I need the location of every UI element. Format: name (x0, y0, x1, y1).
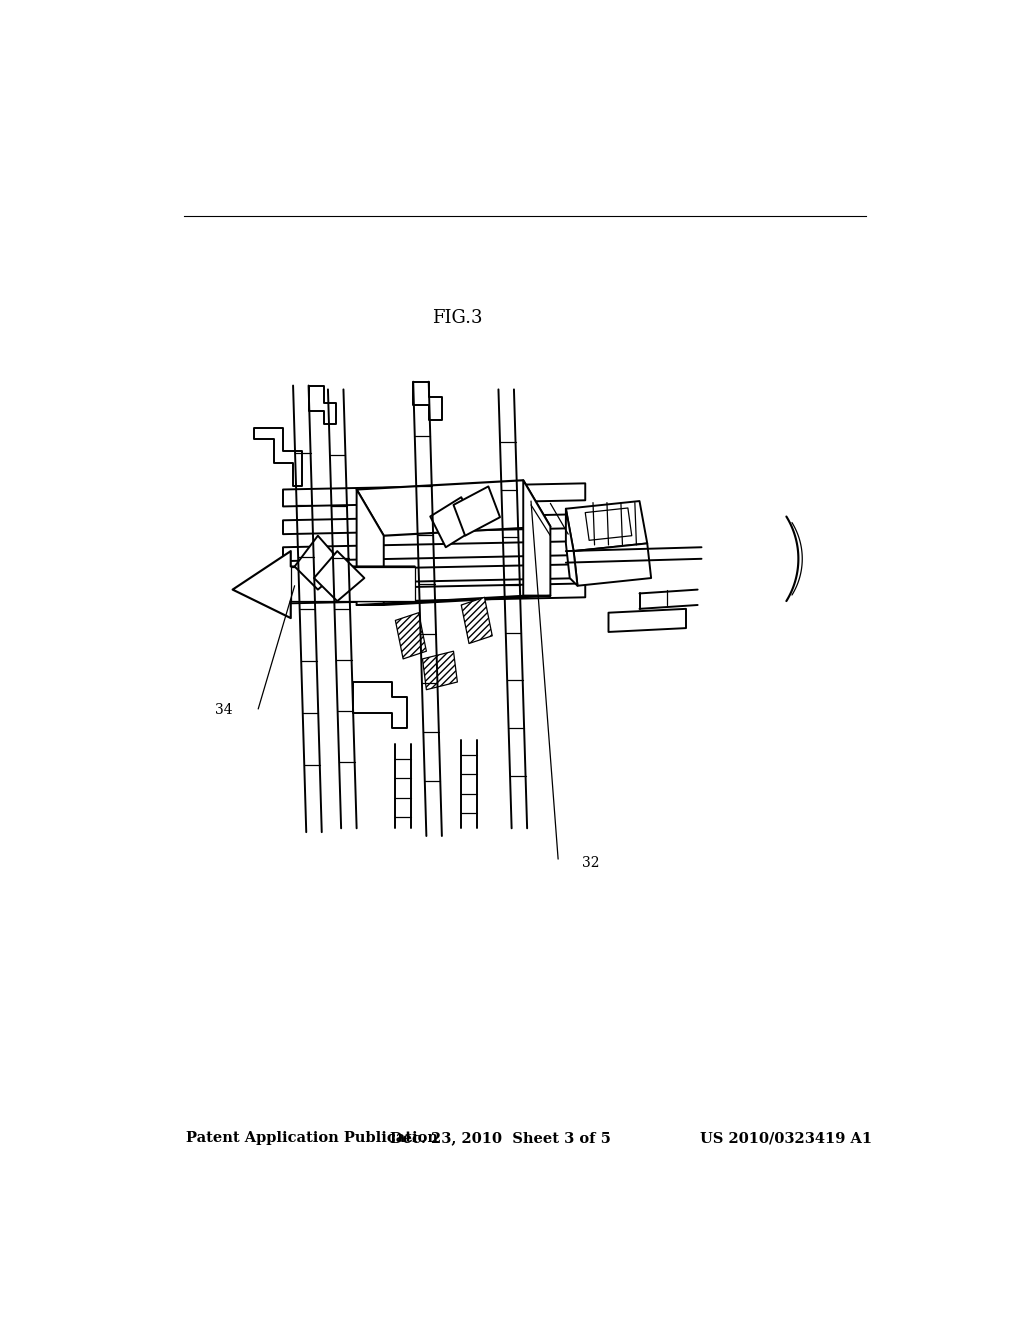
Polygon shape (232, 552, 415, 618)
Polygon shape (283, 564, 586, 585)
Polygon shape (573, 544, 651, 586)
Polygon shape (283, 483, 586, 507)
Text: Patent Application Publication: Patent Application Publication (186, 1131, 438, 1144)
Polygon shape (291, 566, 415, 601)
Polygon shape (356, 595, 550, 605)
Polygon shape (423, 651, 458, 689)
Polygon shape (295, 536, 345, 590)
Polygon shape (454, 487, 500, 536)
Polygon shape (395, 612, 426, 659)
Text: FIG.3: FIG.3 (432, 309, 482, 327)
Polygon shape (608, 609, 686, 632)
Polygon shape (356, 490, 384, 605)
Polygon shape (566, 508, 578, 586)
Text: 32: 32 (582, 855, 599, 870)
Polygon shape (283, 515, 586, 535)
Polygon shape (586, 508, 632, 540)
Polygon shape (314, 552, 365, 601)
Polygon shape (254, 428, 302, 486)
Polygon shape (414, 381, 442, 420)
Polygon shape (356, 480, 550, 536)
Text: 34: 34 (215, 704, 232, 717)
Polygon shape (523, 480, 550, 595)
Polygon shape (283, 583, 586, 603)
Text: US 2010/0323419 A1: US 2010/0323419 A1 (699, 1131, 872, 1144)
Polygon shape (461, 597, 493, 644)
Polygon shape (283, 541, 586, 561)
Polygon shape (430, 498, 477, 548)
Polygon shape (352, 682, 407, 729)
Polygon shape (566, 502, 647, 552)
Polygon shape (308, 385, 336, 424)
Text: Dec. 23, 2010  Sheet 3 of 5: Dec. 23, 2010 Sheet 3 of 5 (389, 1131, 610, 1144)
